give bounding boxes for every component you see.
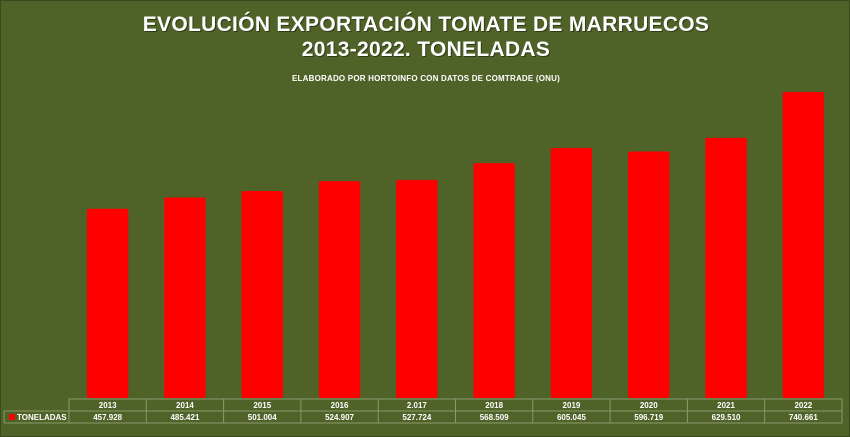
legend-label: TONELADAS: [17, 413, 67, 422]
data-label: 524.907: [325, 413, 354, 422]
x-tick-label: 2020: [640, 401, 658, 410]
x-tick-label: 2.017: [407, 401, 428, 410]
chart-title: EVOLUCIÓN EXPORTACIÓN TOMATE DE MARRUECO…: [142, 13, 710, 36]
data-label: 527.724: [402, 413, 431, 422]
bar-2.017: [396, 179, 438, 398]
data-label: 740.661: [789, 413, 818, 422]
bar-2022: [782, 91, 825, 399]
data-label: 485.421: [170, 413, 199, 422]
x-tick-label: 2019: [563, 401, 581, 410]
data-label: 629.510: [712, 413, 741, 422]
chart-title-line2: 2013-2022. TONELADAS: [301, 38, 551, 61]
x-tick-label: 2016: [331, 401, 349, 410]
x-tick-label: 2014: [176, 401, 194, 410]
bar-2020: [628, 151, 670, 398]
bar-2016: [318, 181, 361, 398]
bar-2013: [86, 208, 129, 398]
bar-2021: [705, 137, 747, 398]
data-label: 605.045: [557, 413, 586, 422]
data-label: 568.509: [480, 413, 509, 422]
data-label: 457.928: [93, 413, 122, 422]
data-label: 596.719: [634, 413, 663, 422]
bar-2014: [164, 197, 206, 398]
bar-2015: [241, 191, 283, 398]
x-tick-label: 2018: [485, 401, 503, 410]
x-tick-label: 2021: [717, 401, 735, 410]
chart-subtitle: ELABORADO POR HORTOINFO CON DATOS DE COM…: [292, 74, 560, 83]
bar-2018: [473, 163, 515, 398]
x-tick-label: 2013: [99, 401, 117, 410]
bar-2019: [550, 148, 593, 398]
legend-swatch: [9, 414, 15, 420]
x-tick-label: 2015: [253, 401, 271, 410]
x-tick-label: 2022: [794, 401, 812, 410]
data-label: 501.004: [248, 413, 277, 422]
